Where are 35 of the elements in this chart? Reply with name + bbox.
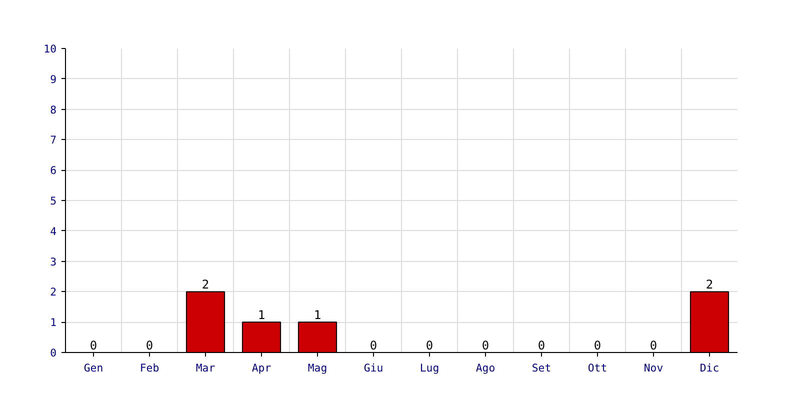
x-tick-label: Ott xyxy=(588,362,608,374)
x-tick-label: Set xyxy=(532,362,552,374)
data-label: 2 xyxy=(202,278,210,292)
data-label: 1 xyxy=(258,308,266,322)
x-tick-label: Lug xyxy=(420,362,440,374)
y-tick-label: 9 xyxy=(50,72,57,86)
y-tick-label: 5 xyxy=(50,194,57,208)
data-label: 0 xyxy=(594,338,602,352)
y-tick-label: 6 xyxy=(50,164,57,178)
y-tick-label: 0 xyxy=(50,346,57,360)
y-tick-label: 3 xyxy=(50,255,57,268)
y-tick-label: 10 xyxy=(44,42,57,56)
x-tick-label: Giu xyxy=(364,362,384,374)
data-label: 0 xyxy=(90,338,98,352)
data-label: 0 xyxy=(370,338,378,352)
x-tick-label: Dic xyxy=(700,362,720,374)
x-tick-label: Mag xyxy=(308,362,328,374)
data-label: 2 xyxy=(706,278,714,292)
x-tick-label: Mar xyxy=(196,362,216,374)
data-label: 0 xyxy=(650,338,658,352)
data-label: 0 xyxy=(482,338,490,352)
x-tick-label: Ago xyxy=(476,362,496,374)
x-tick-label: Apr xyxy=(252,362,272,374)
x-tick-label: Feb xyxy=(140,362,160,374)
data-label: 0 xyxy=(146,338,154,352)
data-label: 1 xyxy=(314,308,322,322)
y-tick-label: 7 xyxy=(50,134,57,147)
x-tick-label: Gen xyxy=(84,362,104,374)
data-label: 0 xyxy=(538,338,546,352)
y-tick-label: 1 xyxy=(50,316,57,330)
y-tick-label: 8 xyxy=(50,103,57,116)
x-tick-label: Nov xyxy=(644,362,664,374)
data-label: 0 xyxy=(426,338,434,352)
y-tick-label: 2 xyxy=(50,286,57,299)
y-tick-label: 4 xyxy=(50,224,57,238)
